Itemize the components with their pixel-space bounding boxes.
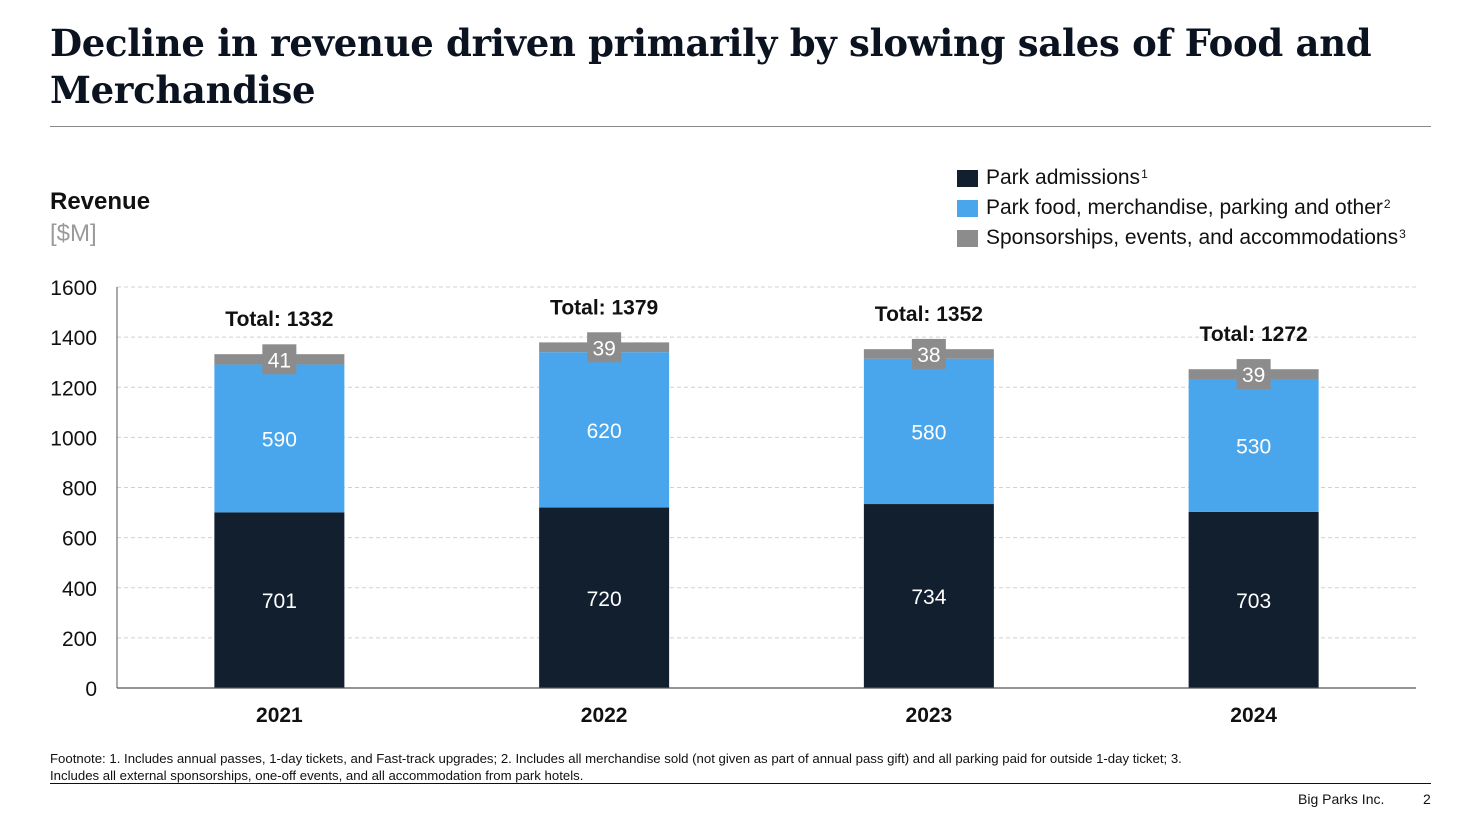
data-label-box: [262, 344, 297, 375]
y-axis-unit: [$M]: [50, 220, 97, 247]
bar-segment-2023-series-1: [863, 504, 994, 688]
y-tick-label: 0: [85, 678, 97, 701]
y-axis-title: Revenue: [50, 188, 151, 215]
footer-divider: [50, 783, 1431, 784]
company-name: Big Parks Inc.: [1298, 791, 1385, 807]
legend-footnote-marker: 2: [1383, 197, 1391, 211]
bar-segment-2022-series-2: [539, 352, 670, 508]
x-tick-label: 2023: [906, 704, 953, 727]
legend-label: Park admissions: [986, 166, 1141, 189]
y-tick-label: 400: [62, 578, 97, 601]
legend-item-sponsorships-events: Sponsorships, events, and accommodations…: [957, 223, 1406, 253]
data-label: 39: [592, 337, 615, 360]
chart-legend: Park admissions 1 Park food, merchandise,…: [957, 163, 1406, 253]
footnote: Footnote: 1. Includes annual passes, 1-d…: [50, 751, 1182, 783]
slide-title: Decline in revenue driven primarily by s…: [50, 21, 1372, 112]
title-divider: [50, 126, 1431, 127]
data-label: 701: [262, 590, 297, 613]
bar-segment-2022-series-1: [539, 507, 670, 688]
total-label: Total: 1379: [550, 296, 658, 319]
total-label: Total: 1272: [1200, 323, 1308, 346]
y-tick-label: 1200: [50, 377, 97, 400]
legend-label: Park food, merchandise, parking and othe…: [986, 196, 1383, 219]
y-tick-label: 200: [62, 628, 97, 651]
data-label: 580: [911, 421, 946, 444]
y-tick-label: 1600: [50, 277, 97, 300]
legend-swatch: [957, 199, 978, 217]
y-tick-label: 800: [62, 478, 97, 501]
bar-segment-2024-series-1: [1188, 511, 1319, 688]
x-tick-label: 2024: [1230, 704, 1277, 727]
legend-label: Sponsorships, events, and accommodations: [986, 226, 1399, 249]
total-label: Total: 1352: [875, 303, 983, 326]
data-label: 590: [262, 428, 297, 451]
y-tick-label: 1000: [50, 427, 97, 450]
data-label: 703: [1236, 590, 1271, 613]
legend-swatch: [957, 169, 978, 187]
y-tick-label: 1400: [50, 327, 97, 350]
legend-item-park-food-merchandise: Park food, merchandise, parking and othe…: [957, 193, 1406, 223]
x-tick-label: 2022: [581, 704, 628, 727]
y-tick-label: 600: [62, 528, 97, 551]
page-number: 2: [1423, 791, 1431, 807]
bar-segment-2021-series-1: [214, 512, 345, 688]
bar-segment-2021-series-2: [214, 364, 345, 513]
data-label: 720: [587, 588, 622, 611]
data-label-box: [587, 332, 622, 363]
data-label: 530: [1236, 435, 1271, 458]
data-label-box: [1236, 359, 1271, 390]
bar-segment-2023-series-2: [863, 358, 994, 505]
legend-item-park-admissions: Park admissions 1: [957, 163, 1406, 193]
data-label: 39: [1242, 364, 1265, 387]
data-label: 734: [911, 586, 946, 609]
legend-footnote-marker: 1: [1141, 167, 1148, 181]
data-label: 620: [587, 420, 622, 443]
data-label-box: [911, 338, 946, 369]
bar-segment-2024-series-2: [1188, 378, 1319, 512]
data-label: 38: [917, 344, 940, 367]
data-label: 41: [268, 349, 291, 372]
x-tick-label: 2021: [256, 704, 303, 727]
total-label: Total: 1332: [225, 308, 333, 331]
legend-swatch: [957, 229, 978, 247]
legend-footnote-marker: 3: [1399, 227, 1406, 241]
